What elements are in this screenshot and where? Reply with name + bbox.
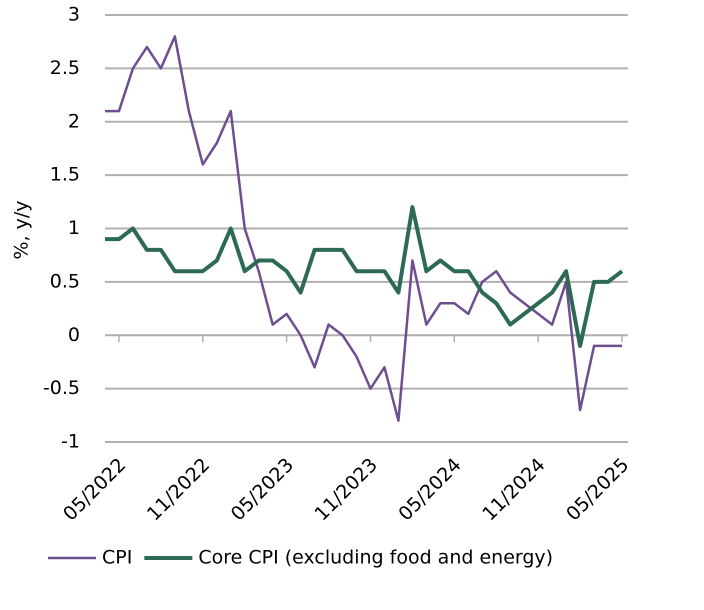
y-tick-label: 1 <box>68 217 80 239</box>
x-tick-label: 11/2023 <box>311 454 382 525</box>
legend-label: CPI <box>102 547 132 569</box>
y-axis-label: %, y/y <box>11 200 33 259</box>
y-tick-label: 2.5 <box>50 57 80 79</box>
y-tick-label: 1.5 <box>50 164 80 186</box>
x-tick-label: 05/2024 <box>394 454 465 525</box>
y-tick-label: 2 <box>68 110 80 132</box>
x-tick-label: 05/2025 <box>562 454 633 525</box>
y-tick-label: -1 <box>61 431 80 453</box>
y-tick-label: 0.5 <box>50 270 80 292</box>
x-tick-label: 11/2024 <box>478 454 549 525</box>
series-line <box>105 205 624 348</box>
series-line <box>105 35 622 422</box>
y-tick-label: 3 <box>68 4 80 26</box>
y-tick-label: 0 <box>68 324 80 346</box>
x-tick-label: 05/2023 <box>227 454 298 525</box>
x-tick-label: 05/2022 <box>59 454 130 525</box>
y-tick-label: -0.5 <box>43 377 80 399</box>
legend-label: Core CPI (excluding food and energy) <box>198 547 553 569</box>
x-tick-label: 11/2022 <box>143 454 214 525</box>
